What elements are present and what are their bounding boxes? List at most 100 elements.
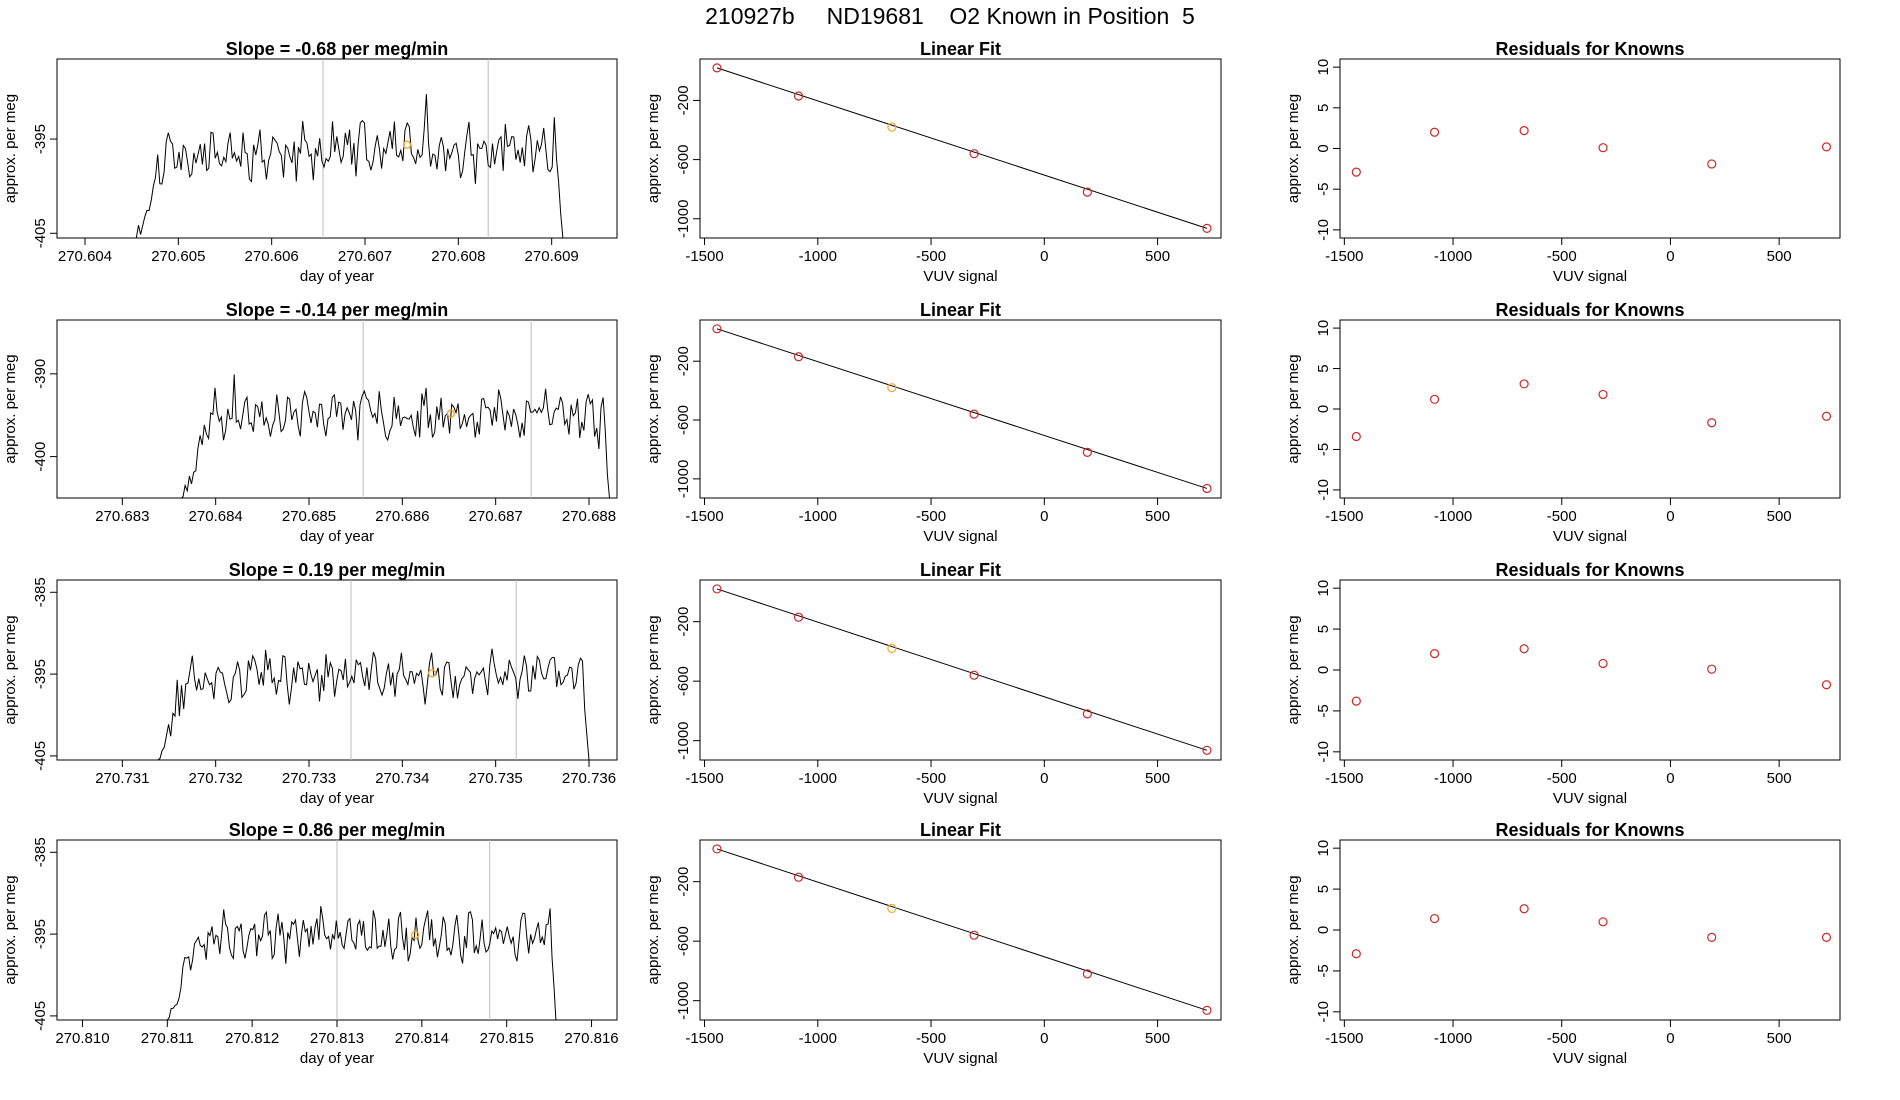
data-point xyxy=(1429,394,1440,404)
y-tick-label: 10 xyxy=(1315,59,1332,76)
y-tick-label: -5 xyxy=(1315,183,1332,196)
data-point xyxy=(1821,932,1832,942)
x-tick-label: -1500 xyxy=(685,1030,723,1047)
data-point xyxy=(887,383,897,393)
fit-line xyxy=(716,588,1208,751)
x-tick-label: -500 xyxy=(1547,1030,1577,1047)
plot-title: Slope = -0.14 per meg/min xyxy=(226,300,449,320)
x-tick-label: -500 xyxy=(1547,248,1577,265)
x-tick-label: -500 xyxy=(916,508,946,525)
data-point xyxy=(1429,127,1440,137)
x-tick-label: 0 xyxy=(1666,1030,1674,1047)
x-tick-label: 0 xyxy=(1666,508,1674,525)
data-point xyxy=(1351,949,1361,959)
plot-title: Residuals for Knowns xyxy=(1495,560,1684,580)
x-tick-label: -1000 xyxy=(1434,770,1472,787)
y-axis-label: approx. per meg xyxy=(1285,875,1302,984)
y-tick-label: -385 xyxy=(32,577,49,607)
x-axis-label: VUV signal xyxy=(923,528,997,545)
x-tick-label: -1500 xyxy=(685,248,723,265)
y-tick-label: -200 xyxy=(675,607,692,637)
y-axis-label: approx. per meg xyxy=(1285,615,1302,724)
data-point xyxy=(1202,483,1212,494)
data-point xyxy=(969,670,979,680)
y-tick-label: -405 xyxy=(32,1001,49,1031)
y-tick-label: -1000 xyxy=(675,200,692,238)
y-tick-label: -10 xyxy=(1315,1001,1332,1023)
y-tick-label: 0 xyxy=(1315,926,1332,934)
x-tick-label: 270.810 xyxy=(55,1030,109,1047)
data-point xyxy=(887,643,897,654)
data-point xyxy=(1821,680,1832,690)
x-axis-label: day of year xyxy=(300,1050,374,1067)
y-tick-label: -5 xyxy=(1315,704,1332,717)
data-point xyxy=(1082,969,1092,979)
x-tick-label: -1500 xyxy=(1325,770,1363,787)
highlight-point xyxy=(446,409,456,418)
y-tick-label: -395 xyxy=(32,659,49,689)
plot-title: Linear Fit xyxy=(920,39,1001,59)
data-point xyxy=(969,149,979,159)
data-trace xyxy=(181,374,610,499)
x-tick-label: -1500 xyxy=(1325,508,1363,525)
highlight-point xyxy=(402,140,412,149)
plot-frame xyxy=(699,58,1222,239)
x-tick-label: 500 xyxy=(1767,508,1792,525)
x-axis-label: day of year xyxy=(300,790,374,807)
y-axis-label: approx. per meg xyxy=(1285,94,1302,203)
plot-frame xyxy=(56,319,618,499)
highlight-point xyxy=(410,930,420,940)
fit-line xyxy=(716,67,1208,229)
x-tick-label: 500 xyxy=(1145,508,1170,525)
data-point xyxy=(1519,644,1529,654)
y-axis-label: approx. per meg xyxy=(645,94,662,203)
data-trace xyxy=(165,906,557,1021)
x-tick-label: 270.735 xyxy=(469,770,523,787)
data-point xyxy=(1082,187,1092,197)
y-tick-label: -600 xyxy=(675,666,692,696)
data-point xyxy=(712,63,722,73)
x-tick-label: 270.815 xyxy=(480,1030,534,1047)
data-point xyxy=(1429,649,1440,659)
x-tick-label: 0 xyxy=(1040,1030,1048,1047)
x-axis-label: VUV signal xyxy=(1553,790,1627,807)
x-tick-label: 0 xyxy=(1666,248,1674,265)
data-point xyxy=(1707,932,1717,942)
x-axis-label: VUV signal xyxy=(1553,528,1627,545)
highlight-point xyxy=(428,669,437,678)
y-axis-label: approx. per meg xyxy=(2,354,19,463)
data-point xyxy=(1082,709,1092,719)
y-tick-label: -10 xyxy=(1315,219,1332,241)
panel-r1-c0: Slope = -0.14 per meg/min 270.683 270.684 2… xyxy=(2,300,618,545)
x-tick-label: -500 xyxy=(916,1030,946,1047)
plot-frame xyxy=(1339,58,1841,239)
x-tick-label: 270.608 xyxy=(431,248,485,265)
x-axis-label: VUV signal xyxy=(1553,1050,1627,1067)
x-axis-label: VUV signal xyxy=(923,1050,997,1067)
y-axis-label: approx. per meg xyxy=(645,875,662,984)
data-point xyxy=(969,930,979,940)
plot-title: Linear Fit xyxy=(920,560,1001,580)
y-tick-label: -390 xyxy=(32,359,49,389)
y-axis-label: approx. per meg xyxy=(1285,354,1302,463)
y-axis-label: approx. per meg xyxy=(2,94,19,203)
y-tick-label: -200 xyxy=(675,346,692,376)
data-point xyxy=(712,844,722,854)
data-point xyxy=(1821,411,1832,421)
x-tick-label: 500 xyxy=(1145,248,1170,265)
y-tick-label: 5 xyxy=(1315,885,1332,893)
plot-frame xyxy=(699,839,1222,1021)
y-tick-label: 0 xyxy=(1315,405,1332,413)
x-tick-label: 0 xyxy=(1040,508,1048,525)
x-axis-label: VUV signal xyxy=(1553,268,1627,285)
data-point xyxy=(1707,664,1717,674)
x-tick-label: -1000 xyxy=(1434,508,1472,525)
x-tick-label: 270.732 xyxy=(189,770,243,787)
data-point xyxy=(712,324,722,334)
y-tick-label: 0 xyxy=(1315,144,1332,152)
plot-frame xyxy=(1339,839,1841,1021)
fit-line xyxy=(716,848,1208,1011)
x-axis-label: VUV signal xyxy=(923,790,997,807)
y-tick-label: 10 xyxy=(1315,580,1332,597)
y-tick-label: -600 xyxy=(675,926,692,956)
